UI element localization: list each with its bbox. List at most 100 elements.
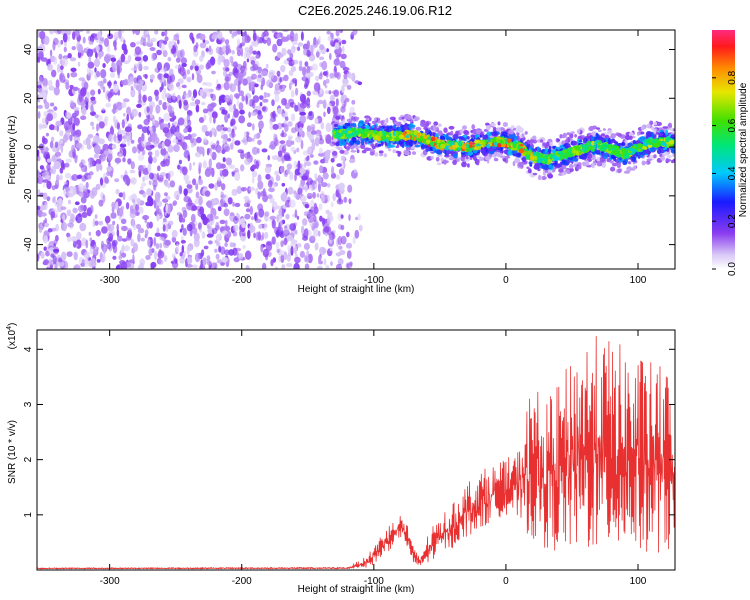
noise-blob bbox=[271, 99, 275, 107]
noise-blob bbox=[206, 260, 212, 266]
noise-blob bbox=[90, 111, 96, 116]
noise-blob bbox=[318, 35, 321, 45]
signal-blob bbox=[393, 124, 397, 130]
noise-blob bbox=[217, 259, 223, 264]
noise-blob bbox=[183, 174, 190, 182]
noise-blob bbox=[86, 91, 90, 99]
noise-blob bbox=[143, 65, 149, 71]
noise-blob bbox=[321, 60, 328, 71]
noise-blob bbox=[216, 83, 221, 89]
noise-blob bbox=[315, 75, 320, 82]
signal-blob bbox=[443, 127, 448, 133]
noise-blob bbox=[154, 30, 159, 35]
noise-blob bbox=[322, 99, 327, 109]
noise-blob bbox=[150, 261, 157, 269]
signal-blob bbox=[508, 134, 513, 139]
noise-blob bbox=[50, 102, 55, 107]
noise-blob bbox=[273, 90, 281, 95]
noise-blob bbox=[329, 52, 332, 61]
noise-blob bbox=[248, 82, 252, 92]
signal-blob bbox=[493, 126, 497, 130]
noise-blob bbox=[258, 67, 262, 74]
noise-blob bbox=[292, 40, 298, 45]
noise-blob bbox=[297, 46, 300, 52]
noise-blob bbox=[163, 80, 167, 87]
noise-blob bbox=[349, 261, 353, 267]
noise-blob bbox=[293, 262, 300, 269]
noise-blob bbox=[129, 76, 134, 85]
noise-blob bbox=[144, 229, 149, 237]
noise-blob bbox=[329, 232, 335, 241]
signal-blob bbox=[646, 158, 652, 162]
noise-blob bbox=[156, 49, 162, 56]
signal-blob bbox=[335, 142, 340, 147]
noise-blob bbox=[142, 55, 149, 62]
noise-blob bbox=[141, 182, 147, 187]
noise-blob bbox=[277, 53, 284, 58]
noise-blob bbox=[222, 157, 226, 163]
noise-blob bbox=[182, 166, 188, 176]
noise-blob bbox=[312, 40, 319, 48]
noise-blob bbox=[177, 85, 182, 90]
noise-blob bbox=[285, 111, 289, 118]
noise-blob bbox=[89, 246, 94, 255]
noise-blob bbox=[209, 214, 214, 222]
noise-blob bbox=[80, 87, 87, 97]
noise-blob bbox=[117, 133, 123, 142]
signal-blob bbox=[465, 156, 469, 160]
noise-blob bbox=[127, 55, 132, 63]
noise-blob bbox=[49, 124, 55, 131]
noise-blob bbox=[46, 196, 51, 202]
signal-blob bbox=[610, 160, 614, 164]
noise-blob bbox=[337, 235, 342, 246]
noise-blob bbox=[253, 133, 261, 139]
noise-blob bbox=[318, 182, 321, 193]
noise-blob bbox=[234, 171, 241, 181]
noise-blob bbox=[313, 160, 319, 165]
noise-blob bbox=[268, 71, 275, 80]
noise-blob bbox=[173, 34, 179, 41]
noise-blob bbox=[225, 67, 230, 72]
noise-blob bbox=[281, 264, 286, 269]
noise-blob bbox=[291, 127, 297, 134]
noise-blob bbox=[121, 102, 127, 109]
signal-blob bbox=[355, 117, 360, 120]
noise-blob bbox=[323, 258, 327, 266]
noise-blob bbox=[310, 51, 314, 56]
noise-blob bbox=[340, 224, 345, 231]
signal-blob bbox=[364, 119, 370, 125]
noise-blob bbox=[58, 257, 63, 263]
noise-blob bbox=[313, 229, 320, 237]
noise-blob bbox=[335, 174, 341, 180]
noise-blob bbox=[37, 104, 43, 109]
signal-blob bbox=[627, 161, 632, 165]
noise-blob bbox=[131, 108, 138, 118]
noise-blob bbox=[57, 63, 61, 73]
noise-blob bbox=[336, 55, 340, 60]
signal-blob bbox=[434, 145, 438, 149]
noise-blob bbox=[154, 232, 161, 237]
signal-blob bbox=[629, 135, 633, 140]
noise-blob bbox=[265, 63, 269, 69]
noise-blob bbox=[290, 30, 295, 39]
noise-blob bbox=[284, 123, 289, 133]
noise-blob bbox=[211, 151, 217, 161]
signal-blob bbox=[597, 145, 600, 149]
signal-blob bbox=[533, 164, 539, 170]
noise-blob bbox=[314, 137, 320, 147]
noise-blob bbox=[199, 55, 204, 62]
noise-blob bbox=[242, 78, 248, 86]
signal-blob bbox=[554, 159, 558, 166]
signal-blob bbox=[368, 140, 372, 144]
noise-blob bbox=[122, 148, 127, 157]
noise-blob bbox=[264, 211, 270, 217]
noise-blob bbox=[234, 202, 241, 208]
noise-blob bbox=[82, 36, 86, 44]
noise-blob bbox=[43, 182, 46, 188]
noise-blob bbox=[348, 214, 351, 221]
noise-blob bbox=[69, 236, 74, 242]
noise-blob bbox=[257, 113, 263, 120]
signal-blob bbox=[374, 152, 379, 157]
noise-blob bbox=[157, 252, 161, 258]
noise-blob bbox=[130, 239, 135, 247]
